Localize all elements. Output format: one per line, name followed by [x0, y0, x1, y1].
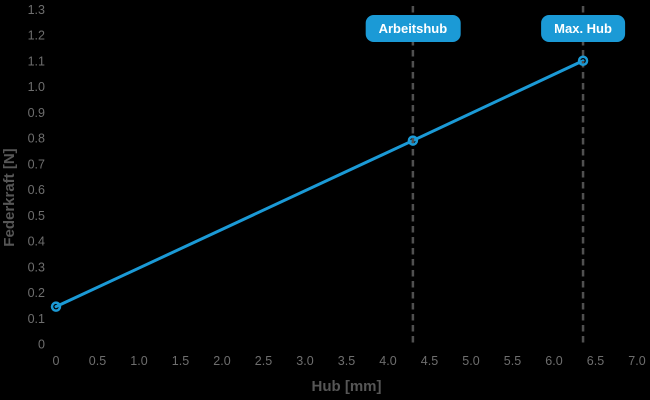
y-tick-label: 1.1 — [28, 54, 45, 68]
x-tick-label: 2.5 — [255, 354, 272, 368]
x-tick-label: 0.5 — [89, 354, 106, 368]
x-tick-label: 2.0 — [213, 354, 230, 368]
y-tick-label: 0.3 — [28, 260, 45, 274]
data-point-marker — [407, 135, 419, 146]
y-tick-label: 0.1 — [28, 312, 45, 326]
x-tick-label: 6.5 — [587, 354, 604, 368]
y-tick-label: 0.7 — [28, 157, 45, 171]
x-tick-label: 7.0 — [628, 354, 645, 368]
x-tick-label: 5.0 — [462, 354, 479, 368]
data-line — [54, 59, 585, 309]
x-tick-label: 1.5 — [172, 354, 189, 368]
x-tick-label: 1.0 — [130, 354, 147, 368]
y-tick-label: 1.0 — [28, 80, 45, 94]
y-tick-label: 0.8 — [28, 132, 45, 146]
y-tick-label: 0.2 — [28, 286, 45, 300]
x-tick-label: 0 — [53, 354, 60, 368]
y-tick-label: 1.3 — [28, 3, 45, 17]
x-tick-label: 5.5 — [504, 354, 521, 368]
annotation-badge-max-hub: Max. Hub — [541, 15, 625, 42]
y-tick-label: 1.2 — [28, 29, 45, 43]
y-tick-label: 0.5 — [28, 209, 45, 223]
y-axis-title: Federkraft [N] — [1, 148, 18, 247]
data-point-marker — [50, 301, 62, 312]
x-tick-label: 4.0 — [379, 354, 396, 368]
x-tick-label: 3.5 — [338, 354, 355, 368]
x-tick-label: 4.5 — [421, 354, 438, 368]
annotation-badge-arbeitshub: Arbeitshub — [365, 15, 461, 42]
data-point-marker — [577, 55, 589, 66]
y-tick-label: 0.9 — [28, 106, 45, 120]
x-tick-label: 6.0 — [545, 354, 562, 368]
y-tick-label: 0.6 — [28, 183, 45, 197]
x-tick-label: 3.0 — [296, 354, 313, 368]
x-axis-title: Hub [mm] — [311, 378, 382, 395]
y-tick-label: 0.4 — [28, 235, 45, 249]
y-tick-label: 0 — [38, 338, 45, 352]
